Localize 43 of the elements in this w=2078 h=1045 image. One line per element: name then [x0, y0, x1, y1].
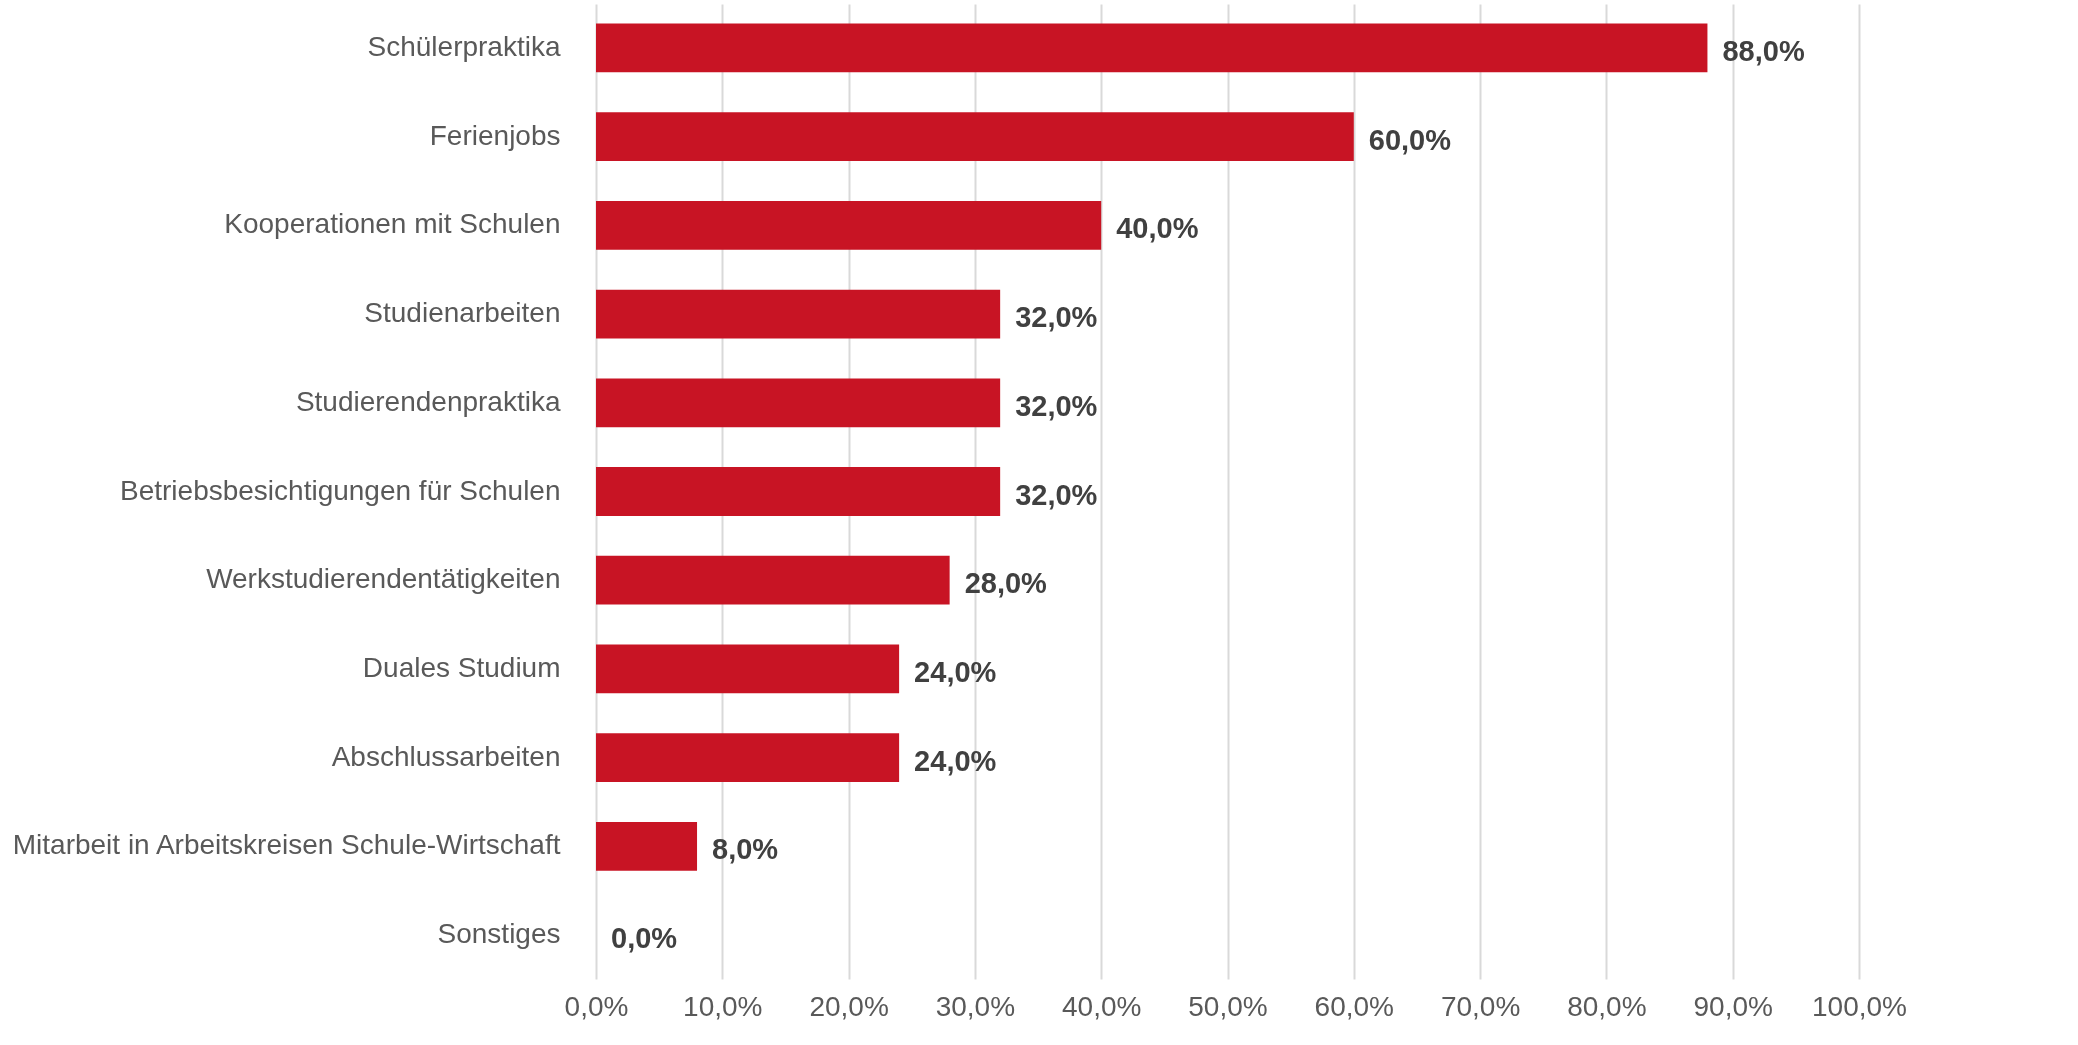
y-tick-label: Werkstudierendentätigkeiten — [206, 563, 561, 595]
data-label: 24,0% — [914, 744, 997, 777]
bar — [596, 289, 1001, 339]
x-tick-label: 10,0% — [683, 990, 763, 1022]
x-tick-label: 60,0% — [1314, 990, 1394, 1022]
y-tick-label: Kooperationen mit Schulen — [224, 208, 561, 240]
data-label: 8,0% — [712, 833, 779, 866]
data-label: 40,0% — [1116, 212, 1199, 245]
y-tick-label: Studierendenpraktika — [295, 385, 561, 417]
bar — [596, 23, 1708, 73]
data-label: 24,0% — [914, 655, 997, 688]
x-tick-label: 100,0% — [1812, 990, 1907, 1022]
x-tick-label: 80,0% — [1567, 990, 1647, 1022]
bar — [596, 555, 950, 605]
x-tick-label: 90,0% — [1693, 990, 1773, 1022]
x-tick-label: 30,0% — [935, 990, 1016, 1022]
y-tick-label: Abschlussarbeiten — [331, 740, 561, 772]
x-tick-label: 0,0% — [564, 990, 629, 1022]
y-tick-label: Schülerpraktika — [367, 30, 561, 62]
data-label: 0,0% — [611, 922, 678, 955]
y-tick-label: Studienarbeiten — [364, 297, 561, 329]
bar — [596, 644, 900, 694]
x-tick-label: 70,0% — [1440, 990, 1521, 1022]
y-tick-label: Duales Studium — [362, 651, 561, 683]
data-label: 32,0% — [1015, 389, 1098, 422]
data-label: 32,0% — [1015, 478, 1098, 511]
bar — [596, 378, 1001, 428]
data-label: 60,0% — [1368, 123, 1452, 156]
y-tick-label: Mitarbeit in Arbeitskreisen Schule-Wirtschaft — [12, 829, 561, 861]
bar — [596, 200, 1102, 250]
data-label: 28,0% — [964, 567, 1048, 600]
x-tick-label: 20,0% — [809, 990, 889, 1022]
y-tick-label: Betriebsbesichtigungen für Schulen — [119, 474, 561, 506]
bar — [596, 821, 698, 871]
data-label: 88,0% — [1722, 34, 1805, 67]
bar — [596, 467, 1001, 516]
data-label: 32,0% — [1015, 301, 1098, 334]
x-tick-label: 40,0% — [1062, 990, 1142, 1022]
y-tick-label: Sonstiges — [437, 918, 561, 950]
bar — [596, 733, 900, 783]
x-tick-label: 50,0% — [1188, 990, 1268, 1022]
y-tick-label: Ferienjobs — [429, 119, 561, 151]
bar — [596, 112, 1354, 162]
